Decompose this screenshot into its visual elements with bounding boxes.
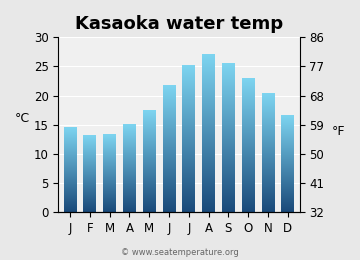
Y-axis label: °F: °F — [332, 125, 345, 138]
Y-axis label: °C: °C — [15, 112, 30, 125]
Title: Kasaoka water temp: Kasaoka water temp — [75, 15, 283, 33]
Text: © www.seatemperature.org: © www.seatemperature.org — [121, 248, 239, 257]
